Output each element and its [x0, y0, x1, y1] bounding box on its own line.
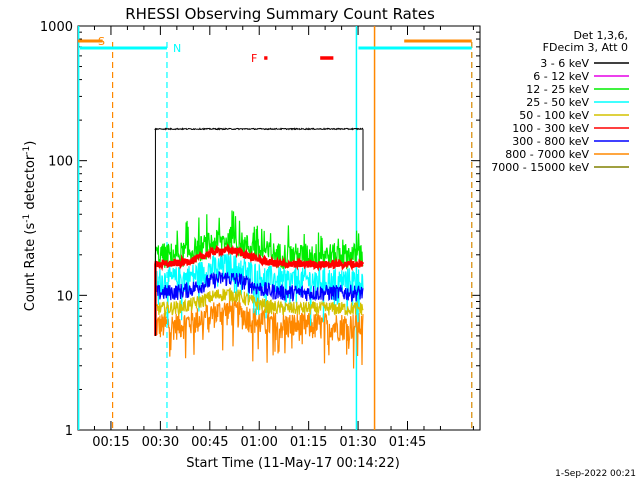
legend-header-1: Det 1,3,6,	[573, 29, 628, 42]
status-bars: S N F	[78, 35, 472, 65]
series-lines	[153, 127, 365, 369]
y-axis-label-main: Count Rate (s	[23, 223, 38, 312]
x-tick-label: 01:30	[339, 435, 376, 450]
legend-label: 50 - 100 keV	[519, 109, 589, 122]
y-axis-label-mid: detector	[23, 154, 38, 214]
x-tick-label: 00:15	[92, 435, 129, 450]
plot-frame	[77, 25, 481, 431]
x-tick-label: 01:00	[240, 435, 277, 450]
legend-label: 3 - 6 keV	[540, 57, 589, 70]
x-tick-label: 01:15	[290, 435, 327, 450]
y-axis-label-sup1: -1	[22, 214, 32, 223]
legend-label: 800 - 7000 keV	[505, 148, 589, 161]
y-tick-label: 100	[48, 155, 73, 170]
status-marker-label: F	[251, 52, 257, 65]
chart-title: RHESSI Observing Summary Count Rates	[125, 5, 435, 23]
axis-ticks	[78, 25, 480, 431]
timestamp: 1-Sep-2022 00:21	[555, 469, 636, 479]
series-line-300to800keV	[154, 270, 364, 336]
legend-label: 12 - 25 keV	[526, 83, 589, 96]
y-tick-label: 10	[56, 289, 73, 304]
series-line-50to100keV	[154, 287, 364, 336]
x-tick-label: 00:45	[191, 435, 228, 450]
legend-header-2: FDecim 3, Att 0	[543, 41, 628, 54]
vertical-marker-lines	[77, 26, 473, 430]
legend-label: 25 - 50 keV	[526, 96, 589, 109]
status-marker-label: N	[173, 42, 181, 55]
y-tick-label: 1000	[40, 20, 73, 35]
status-marker-label: S	[98, 35, 105, 48]
x-tick-label: 00:30	[142, 435, 179, 450]
series-line-800to7000keV	[154, 298, 364, 369]
y-axis-label-end: )	[23, 141, 38, 146]
legend-label: 6 - 12 keV	[533, 70, 589, 83]
axis-tick-labels: 00:15 00:30 00:45 01:00 01:15 01:30 01:45 1 10 10…	[40, 20, 426, 450]
legend-label: 300 - 800 keV	[512, 135, 589, 148]
x-tick-label: 01:45	[389, 435, 426, 450]
legend-label: 100 - 300 keV	[512, 122, 589, 135]
y-axis-label-sup2: -1	[22, 146, 32, 155]
plot-area	[77, 25, 481, 431]
series-line-3to6keV	[153, 127, 364, 336]
y-axis-label: Count Rate (s-1 detector-1)	[22, 141, 38, 312]
series-line-100to300keV	[154, 243, 365, 336]
series-line-12to25keV	[154, 210, 364, 336]
legend-label: 7000 - 15000 keV	[491, 161, 589, 174]
x-axis-label: Start Time (11-May-17 00:14:22)	[186, 456, 400, 471]
y-tick-label: 1	[65, 424, 73, 439]
